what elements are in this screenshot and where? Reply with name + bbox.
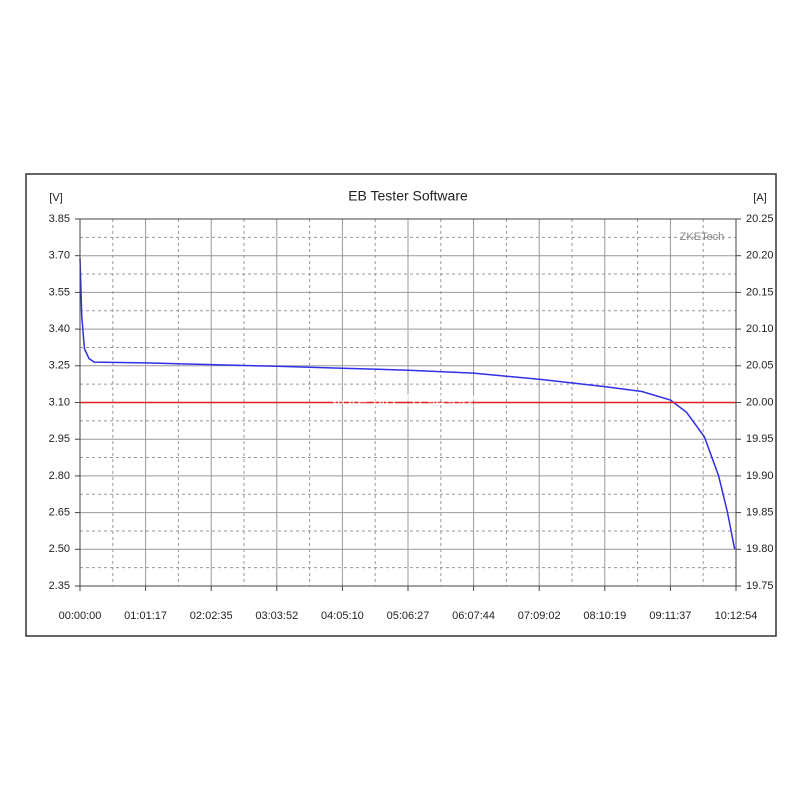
y-tick-label: 3.55 — [49, 286, 70, 298]
voltage-line — [79, 258, 736, 550]
y2-axis-label: [A] — [753, 192, 766, 204]
chart-title: EB Tester Software — [348, 188, 468, 204]
x-tick-label: 02:02:35 — [190, 610, 233, 622]
y2-tick-label: 20.10 — [746, 323, 774, 335]
window-frame — [25, 173, 777, 637]
y2-tick-label: 20.20 — [746, 250, 774, 262]
y2-tick-label: 20.00 — [746, 396, 774, 408]
y-tick-label: 3.10 — [49, 396, 70, 408]
x-tick-label: 03:03:52 — [255, 610, 298, 622]
plot-border — [79, 218, 737, 587]
x-tick-label: 04:05:10 — [321, 610, 364, 622]
y-tick-label: 2.35 — [49, 580, 70, 592]
y-tick-label: 2.80 — [49, 470, 70, 482]
brand-annotation: ZKETech — [680, 231, 725, 243]
y2-tick-label: 19.85 — [746, 507, 774, 519]
y2-tick-label: 19.90 — [746, 470, 774, 482]
x-tick-label: 06:07:44 — [452, 610, 495, 622]
watermark: Store No: 5794992 — [324, 391, 475, 411]
y-tick-label: 3.70 — [49, 250, 70, 262]
y2-tick-label: 19.80 — [746, 543, 774, 555]
plot — [79, 258, 736, 550]
y2-tick-label: 20.05 — [746, 360, 774, 372]
y2-tick-label: 19.75 — [746, 580, 774, 592]
y2-tick-label: 20.25 — [746, 213, 774, 225]
x-tick-label: 09:11:37 — [649, 610, 691, 622]
y-tick-label: 2.95 — [49, 433, 70, 445]
y-tick-label: 3.85 — [49, 213, 70, 225]
y-axis-label: [V] — [49, 192, 62, 204]
x-tick-label: 05:06:27 — [387, 610, 430, 622]
x-tick-label: 08:10:19 — [583, 610, 626, 622]
x-tick-label: 10:12:54 — [715, 610, 758, 622]
y-tick-label: 2.50 — [49, 543, 70, 555]
y2-tick-label: 20.15 — [746, 286, 774, 298]
grid — [75, 218, 741, 591]
y-tick-label: 3.25 — [49, 360, 70, 372]
x-tick-label: 07:09:02 — [518, 610, 561, 622]
x-tick-label: 00:00:00 — [59, 610, 102, 622]
y-tick-label: 3.40 — [49, 323, 70, 335]
y-tick-label: 2.65 — [49, 507, 70, 519]
x-tick-label: 01:01:17 — [124, 610, 167, 622]
y2-tick-label: 19.95 — [746, 433, 774, 445]
